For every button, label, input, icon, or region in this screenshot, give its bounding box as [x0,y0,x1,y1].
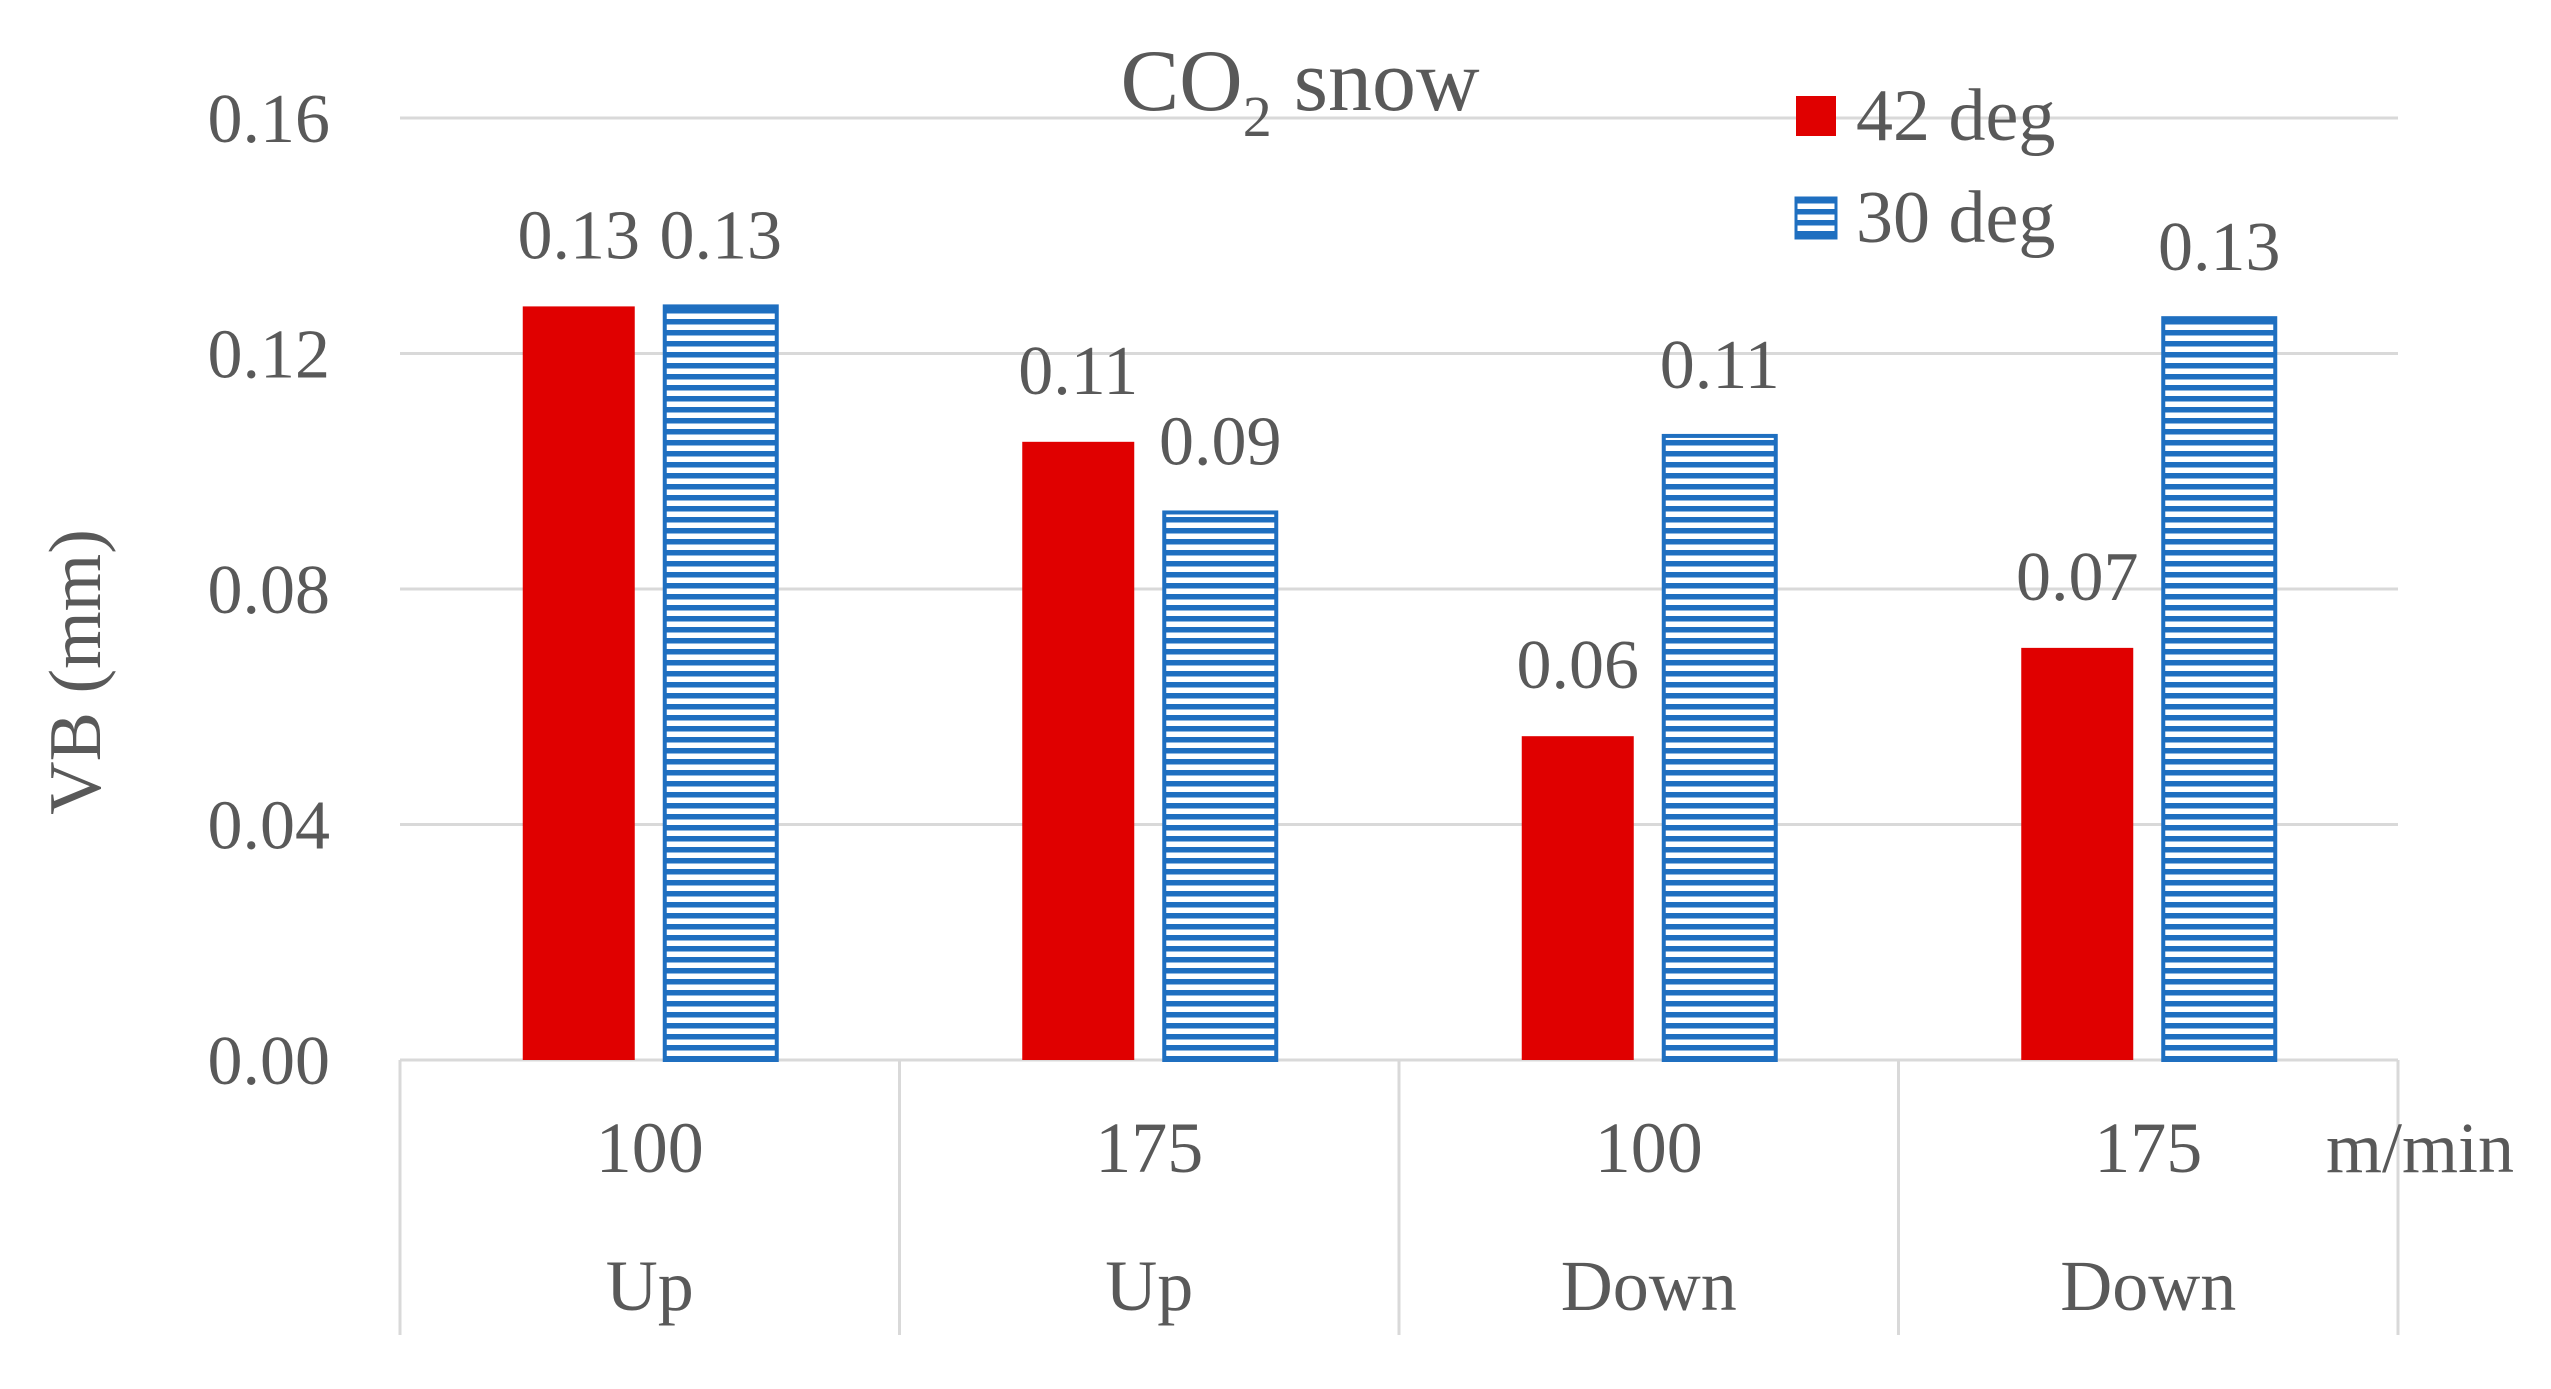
x-category-labels: 100 Up 175 Up 100 Down 175 Down [596,1108,2237,1326]
data-label: 0.06 [1517,627,1640,704]
x-tick-label-speed: 175 [1095,1108,1203,1188]
bar-30-deg-100-up [662,304,779,1062]
data-label: 0.11 [1018,333,1138,410]
data-labels: 0.13 0.130.110.090.060.110.070.13 [518,197,2281,704]
x-tick-label-direction: Up [1105,1246,1193,1326]
legend-swatch-42-deg [1796,96,1836,136]
x-tick-label-direction: Up [606,1246,694,1326]
x-tick-label-direction: Down [1561,1246,1737,1326]
y-tick-labels: 0.00 0.04 0.08 0.12 0.16 [208,81,331,1100]
y-tick-label: 0.16 [208,81,331,158]
bar-42-deg-100-down [1521,736,1634,1060]
x-tick-label-speed: 175 [2094,1108,2202,1188]
bar-30-deg-175-down [2161,316,2278,1062]
y-tick-label: 0.12 [208,317,331,394]
x-tick-label-speed: 100 [1595,1108,1703,1188]
data-label: 0.07 [2016,539,2139,616]
legend: 42 deg 30 deg [1794,75,2055,259]
y-tick-label: 0.04 [208,788,331,865]
legend-item-30-deg: 30 deg [1794,177,2055,259]
x-tick-label-speed: 100 [596,1108,704,1188]
legend-item-42-deg: 42 deg [1796,75,2055,157]
x-axis-label: m/min [2326,1108,2514,1188]
bar-30-deg-100-down [1661,433,1778,1062]
chart-title-suffix: snow [1272,33,1480,130]
data-label: 0.13 [660,197,783,274]
legend-label-42-deg: 42 deg [1856,75,2055,157]
data-label: 0.13 [2158,209,2281,286]
x-tick-label-direction: Down [2060,1246,2236,1326]
bar-42-deg-175-down [2021,647,2134,1060]
legend-label-30-deg: 30 deg [1856,177,2055,259]
chart-title-subscript: 2 [1243,84,1272,149]
bar-42-deg-100-up [522,306,635,1060]
y-tick-label: 0.00 [208,1023,331,1100]
bars [522,304,2278,1062]
chart-title-main: CO [1120,33,1242,130]
data-label: 0.09 [1159,403,1282,480]
data-label: 0.11 [1660,327,1780,404]
legend-swatch-30-deg [1794,196,1838,240]
y-axis-label: VB (mm) [35,529,117,815]
data-label: 0.13 [518,197,641,274]
bar-30-deg-175-up [1162,510,1279,1062]
bar-42-deg-175-up [1022,441,1135,1060]
chart-title: CO2 snow [1120,33,1479,149]
y-tick-label: 0.08 [208,552,331,629]
